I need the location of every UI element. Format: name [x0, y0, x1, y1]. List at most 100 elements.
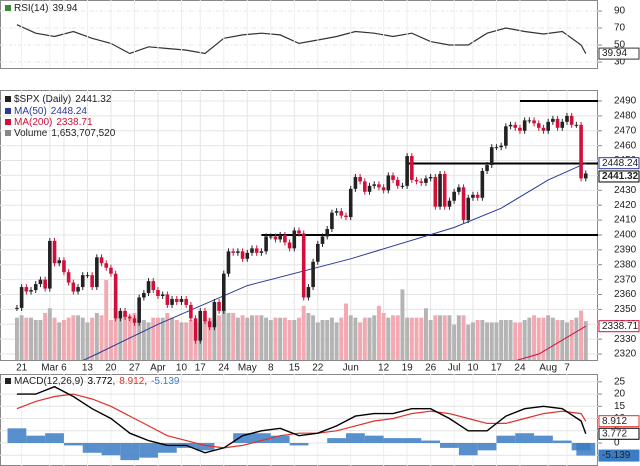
- volume-bar: [306, 312, 311, 360]
- candle: [29, 290, 33, 292]
- x-tick-label: 15: [289, 363, 301, 374]
- histogram-bar: [26, 435, 46, 443]
- legend-text: -5.139: [151, 376, 180, 387]
- value-box: [598, 449, 640, 462]
- histogram-bar: [289, 443, 309, 446]
- moving-average: [82, 162, 587, 360]
- x-tick-label: 24: [514, 363, 526, 374]
- volume-bar: [362, 317, 367, 360]
- value-box: [598, 170, 640, 183]
- volume-bar: [292, 320, 297, 360]
- volume-bar: [494, 322, 499, 360]
- volume-bar: [508, 320, 513, 360]
- volume-bar: [85, 322, 90, 360]
- candle: [414, 179, 419, 182]
- candle: [489, 147, 494, 166]
- value-label: 2441.32: [602, 171, 639, 182]
- volume-bar: [475, 320, 480, 360]
- volume-bar: [513, 322, 518, 360]
- volume-bar: [325, 320, 330, 360]
- volume-bar: [104, 280, 109, 360]
- rsi-panel: [0, 0, 598, 69]
- volume-bar: [550, 317, 555, 360]
- y-tick-label: 2420: [614, 200, 637, 211]
- candle: [160, 294, 165, 296]
- x-tick-label: May: [238, 363, 257, 374]
- y-tick-label: 0: [614, 438, 620, 449]
- volume-bar: [381, 312, 386, 360]
- histogram-bar: [496, 435, 516, 443]
- y-tick-label: 2370: [614, 274, 637, 285]
- histogram-bar: [552, 440, 572, 443]
- y-tick-label: 50: [614, 40, 626, 51]
- histogram-bar: [515, 433, 535, 443]
- x-tick-label: Mar: [41, 363, 59, 374]
- volume-bar: [254, 315, 259, 360]
- volume-bar: [94, 312, 99, 360]
- volume-bar: [532, 315, 537, 360]
- volume-bar: [574, 317, 579, 360]
- histogram-bar: [251, 433, 271, 443]
- volume-bar: [52, 317, 57, 360]
- candle: [367, 185, 372, 192]
- legend-text: Volume: [14, 128, 48, 139]
- candle: [301, 233, 306, 298]
- volume-bar: [160, 317, 165, 360]
- candle: [504, 126, 508, 146]
- y-tick-label: 2470: [614, 125, 637, 136]
- candle: [231, 251, 235, 253]
- x-tick-label: 12: [378, 363, 390, 374]
- volume-bar: [141, 320, 146, 360]
- histogram-bar: [440, 443, 459, 448]
- x-tick-label: 10: [176, 363, 188, 374]
- candle: [386, 175, 391, 191]
- volume-bar: [231, 312, 236, 360]
- volume-bar: [409, 317, 414, 360]
- candle: [508, 124, 513, 127]
- histogram-bar: [421, 440, 441, 443]
- candle: [240, 251, 245, 259]
- volume-bar: [461, 315, 466, 360]
- candle: [287, 242, 292, 249]
- value-box: [598, 320, 640, 333]
- candle: [132, 318, 137, 323]
- candle: [71, 282, 76, 292]
- volume-bar: [113, 308, 118, 360]
- candle: [466, 197, 471, 221]
- histogram-bar: [195, 443, 215, 451]
- legend-text: 8.912: [119, 376, 144, 387]
- legend-text: 2338.71: [56, 117, 93, 128]
- x-tick-label: 10: [467, 363, 479, 374]
- histogram-bar: [534, 435, 553, 443]
- volume-bar: [536, 317, 541, 360]
- candle: [226, 251, 231, 274]
- candle: [480, 170, 485, 198]
- y-tick-label: 2430: [614, 185, 637, 196]
- candle: [118, 310, 123, 319]
- rsi-plot: [0, 0, 598, 68]
- volume-bar: [400, 289, 405, 360]
- y-tick-label: 2330: [614, 334, 637, 345]
- volume-bar: [423, 308, 428, 360]
- candle: [207, 321, 212, 328]
- volume-bar: [76, 315, 81, 360]
- volume-bar: [207, 317, 212, 360]
- legend-entry: MA(50) 2448.24: [14, 106, 87, 117]
- candle: [400, 185, 405, 187]
- volume-bar: [348, 315, 353, 360]
- value-label: 8.912: [602, 416, 627, 427]
- volume-bar: [250, 315, 254, 360]
- x-tick-label: Apr: [150, 363, 166, 374]
- volume-bar: [132, 312, 137, 360]
- x-tick-label: 19: [402, 363, 414, 374]
- price-panel: [0, 90, 598, 361]
- volume-bar: [90, 317, 95, 360]
- volume-bar: [367, 317, 372, 360]
- candle: [193, 318, 198, 341]
- candle: [203, 310, 207, 322]
- volume-bar: [259, 315, 264, 360]
- volume-bar: [334, 322, 339, 360]
- candle: [499, 145, 503, 148]
- volume-bar: [282, 317, 287, 360]
